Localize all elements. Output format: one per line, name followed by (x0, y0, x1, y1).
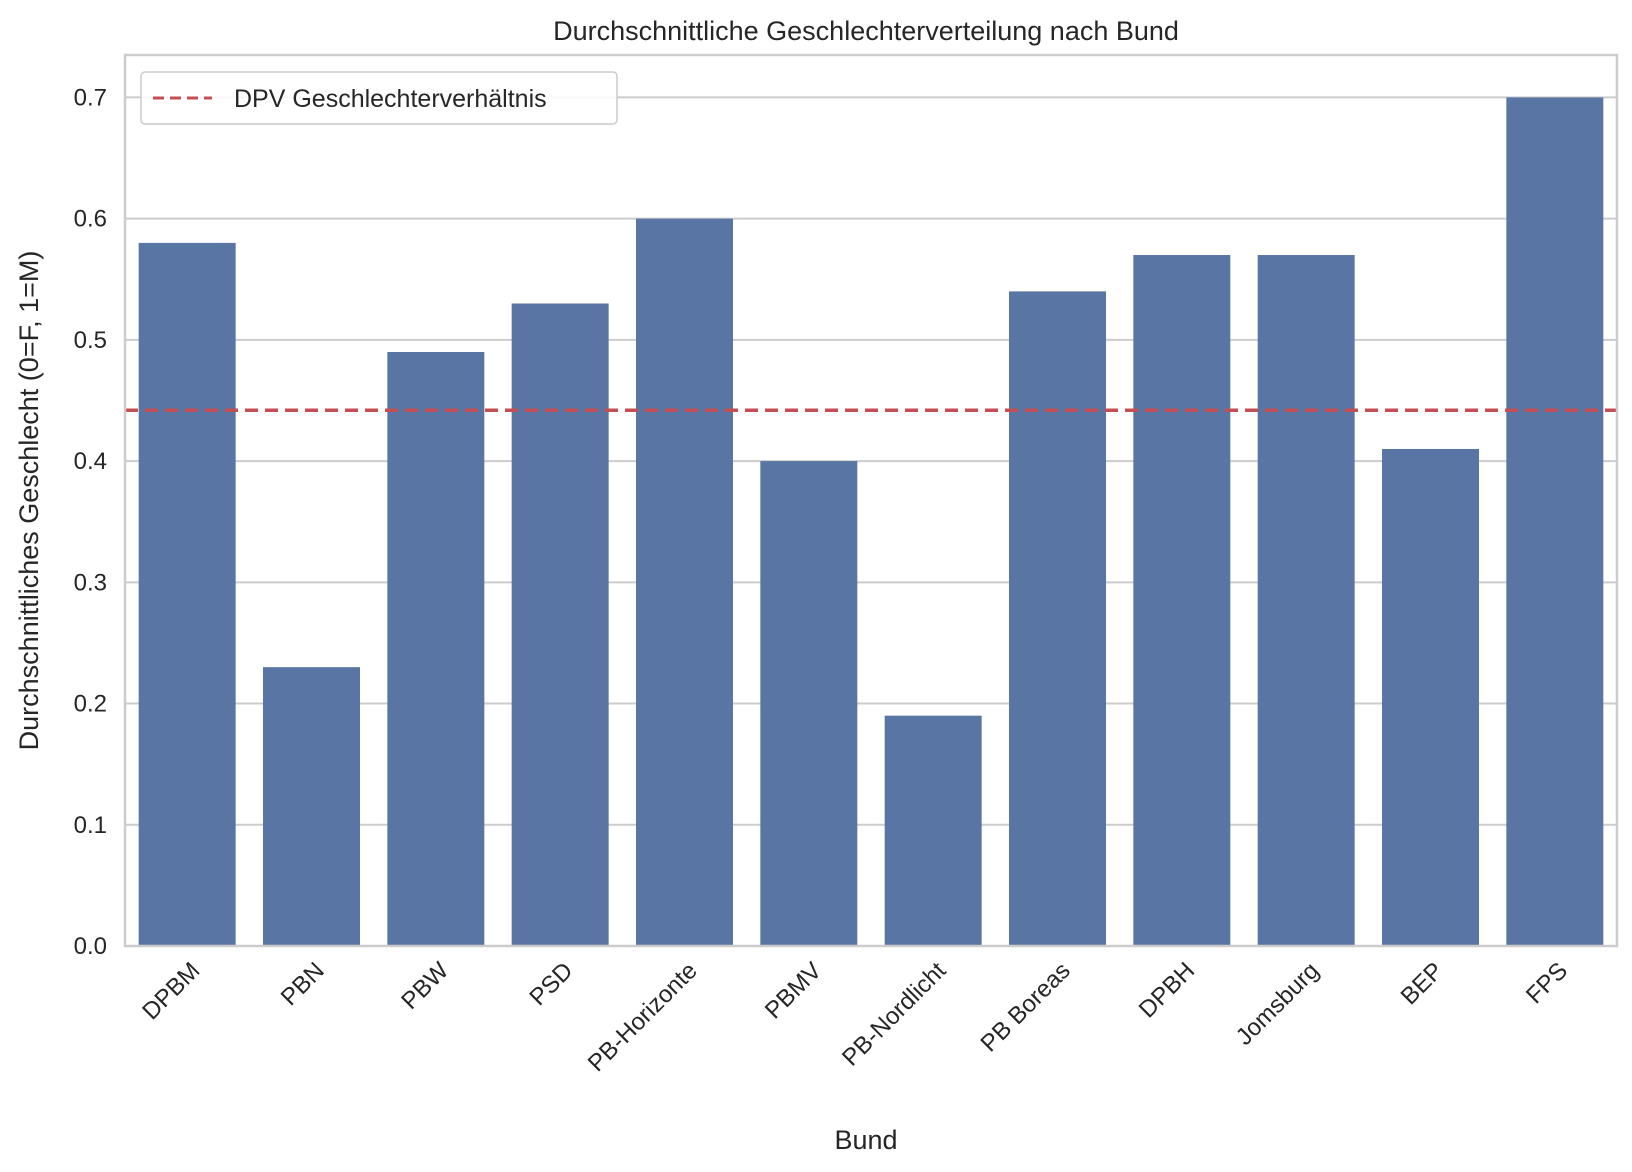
x-tick-label: Jomsburg (1231, 957, 1325, 1051)
y-tick-label: 0.2 (74, 691, 107, 718)
bar-pb-boreas (1009, 291, 1106, 946)
chart-title: Durchschnittliche Geschlechterverteilung… (553, 16, 1179, 46)
y-tick-label: 0.6 (74, 206, 107, 233)
bar-pbmv (760, 461, 858, 946)
x-tick-label: PSD (524, 957, 578, 1011)
legend-box (140, 71, 618, 125)
x-tick-label: BEP (1396, 957, 1449, 1010)
bar-jomsburg (1257, 255, 1355, 947)
y-axis-ticks: 0.0 0.1 0.2 0.3 0.4 0.5 0.6 0.7 (74, 84, 107, 960)
bar-pb-horizonte (636, 218, 733, 946)
y-tick-label: 0.1 (74, 812, 107, 839)
legend: DPV Geschlechterverhältnis (140, 71, 618, 125)
bar-dpbm (138, 242, 236, 947)
legend-entry-label: DPV Geschlechterverhältnis (234, 85, 547, 113)
x-tick-label: PBN (276, 957, 330, 1011)
bar-pbw (387, 352, 485, 946)
x-tick-label: PB-Nordlicht (837, 957, 952, 1072)
x-tick-label: DPBM (137, 957, 205, 1025)
y-tick-label: 0.3 (74, 569, 107, 596)
y-tick-label: 0.4 (74, 448, 107, 475)
bar-pbn (263, 667, 360, 946)
bar-psd (511, 303, 609, 946)
grid-lines (125, 96, 1617, 947)
bar-dpbh (1133, 255, 1231, 947)
x-tick-label: PB-Horizonte (583, 957, 703, 1077)
x-tick-label: FPS (1521, 957, 1573, 1009)
y-tick-label: 0.7 (74, 84, 107, 111)
x-tick-label: PBW (396, 957, 454, 1015)
x-tick-label: DPBH (1134, 957, 1200, 1023)
bar-bep (1382, 448, 1479, 946)
x-tick-label: PB Boreas (976, 957, 1076, 1057)
plot-area-frame (123, 53, 1619, 948)
y-axis-label: Durchschnittliches Geschlecht (0=F, 1=M) (14, 251, 44, 751)
x-axis-ticks: DPBM PBN PBW PSD PB-Horizonte PBMV PB-Nordlich… (137, 957, 1573, 1077)
bar-pb-nordlicht (884, 715, 982, 946)
x-tick-label: PBMV (760, 957, 827, 1024)
bar-fps (1506, 97, 1604, 946)
y-tick-label: 0.0 (74, 933, 107, 960)
x-axis-label: Bund (834, 1125, 897, 1155)
bars (138, 97, 1604, 947)
y-tick-label: 0.5 (74, 327, 107, 354)
